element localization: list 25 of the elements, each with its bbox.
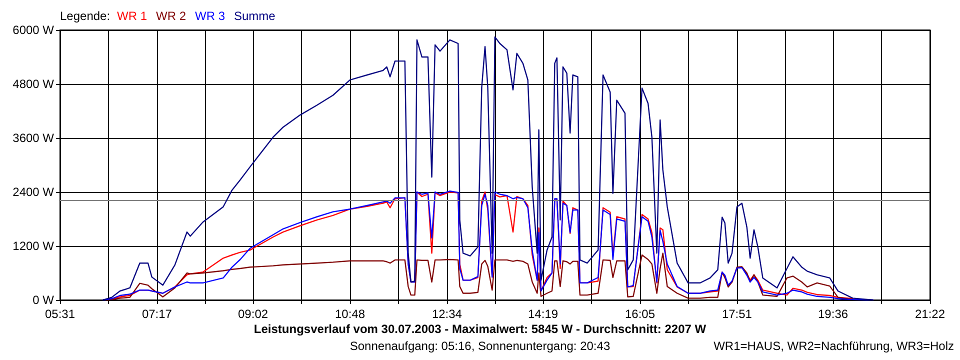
x-tick-label: 14:19 xyxy=(528,307,558,321)
y-tick-label: 2400 W xyxy=(12,185,55,199)
x-tick-label: 16:05 xyxy=(624,307,656,321)
y-tick-label: 4800 W xyxy=(12,77,55,91)
text: WR 3 xyxy=(195,9,226,23)
y-tick-label: 0 W xyxy=(32,293,55,307)
y-tick-label: 6000 W xyxy=(12,23,55,37)
text: WR 1 xyxy=(117,9,148,23)
text: Summe xyxy=(234,9,276,23)
y-tick-label: 3600 W xyxy=(12,131,55,145)
y-tick-label: 1200 W xyxy=(12,239,55,253)
text: Leistungsverlauf vom 30.07.2003 - Maximalwert: 5845 W - Durchschnitt: 2207 W xyxy=(254,322,707,336)
x-tick-label: 10:48 xyxy=(334,307,366,321)
text: WR 2 xyxy=(156,9,186,23)
x-tick-label: 09:02 xyxy=(238,307,268,321)
x-tick-label: 17:51 xyxy=(722,307,752,321)
x-tick-label: 07:17 xyxy=(142,307,172,321)
text: Sonnenaufgang: 05:16, Sonnenuntergang: 20:43 xyxy=(350,339,610,353)
x-tick-label: 21:22 xyxy=(914,307,946,321)
text: WR1=HAUS, WR2=Nachführung, WR3=Holz xyxy=(714,339,954,353)
line-series xyxy=(102,36,874,301)
x-tick-label: 19:36 xyxy=(818,307,848,321)
legend-title: Legende: xyxy=(60,9,110,23)
x-tick-label: 12:34 xyxy=(432,307,462,321)
x-tick-label: 05:31 xyxy=(44,307,76,321)
